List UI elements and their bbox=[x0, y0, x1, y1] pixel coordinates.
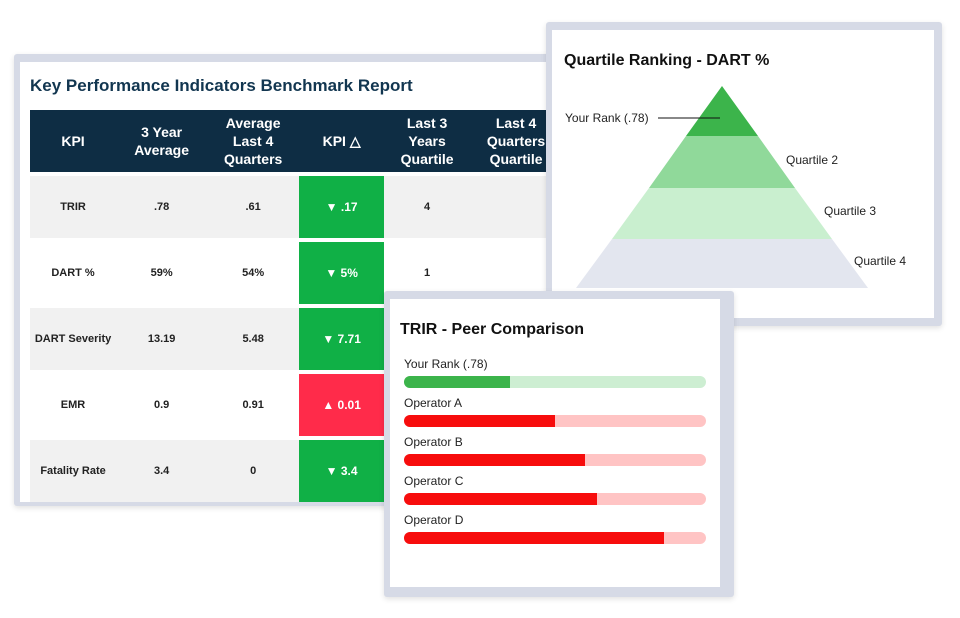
cell-kpi: DART Severity bbox=[30, 304, 117, 370]
kpi-table-header: KPI 3 Year Average Average Last 4 Quarte… bbox=[30, 110, 562, 172]
peer-bar-track bbox=[404, 454, 706, 466]
cell-3yr-avg: 13.19 bbox=[116, 304, 208, 370]
cell-kpi-delta: ▲ 0.01 bbox=[299, 370, 385, 436]
peer-bar-track bbox=[404, 532, 706, 544]
cell-kpi-delta: ▼ 5% bbox=[299, 238, 385, 304]
cell-3yr-avg: 59% bbox=[116, 238, 208, 304]
peer-bar-fill bbox=[404, 415, 555, 427]
peer-bar-fill bbox=[404, 454, 586, 466]
peer-comparison-title: TRIR - Peer Comparison bbox=[400, 321, 585, 338]
cell-3yr-quartile: 4 bbox=[384, 172, 471, 238]
cell-kpi-delta: ▼ 7.71 bbox=[299, 304, 385, 370]
peer-bar-row: Operator B bbox=[404, 435, 706, 466]
peer-bar-row: Your Rank (.78) bbox=[404, 357, 706, 388]
peer-bar-label: Operator B bbox=[404, 435, 463, 449]
cell-last4q-avg: 54% bbox=[207, 238, 300, 304]
peer-comparison-card: TRIR - Peer Comparison Your Rank (.78) Op… bbox=[384, 291, 734, 597]
peer-bar-fill bbox=[404, 493, 598, 505]
pyramid-tier-2 bbox=[649, 136, 795, 188]
cell-kpi: EMR bbox=[30, 370, 117, 436]
cell-last4q-avg: .61 bbox=[207, 172, 300, 238]
quartile-ranking-title: Quartile Ranking - DART % bbox=[564, 52, 770, 69]
cell-kpi: DART % bbox=[30, 238, 117, 304]
peer-bar-track bbox=[404, 415, 706, 427]
peer-bar-row: Operator C bbox=[404, 474, 706, 505]
quartile-pyramid: Your Rank (.78) Quartile 2 Quartile 3 Qu… bbox=[565, 86, 906, 288]
table-row: TRIR .78.61 ▼ .17 4 bbox=[30, 172, 562, 238]
tier-label-quartile-3: Quartile 3 bbox=[824, 204, 876, 218]
peer-bar-label: Operator D bbox=[404, 513, 464, 527]
col-header-kpi: KPI bbox=[30, 110, 117, 172]
peer-bar-track bbox=[404, 493, 706, 505]
rank-label: Your Rank (.78) bbox=[565, 111, 649, 125]
tier-label-quartile-4: Quartile 4 bbox=[854, 254, 906, 268]
cell-last4q-avg: 0 bbox=[207, 436, 300, 502]
cell-last4q-avg: 5.48 bbox=[207, 304, 300, 370]
cell-3yr-avg: 3.4 bbox=[116, 436, 208, 502]
peer-bar-fill bbox=[404, 532, 664, 544]
peer-bar-track bbox=[404, 376, 706, 388]
peer-bar-row: Operator A bbox=[404, 396, 706, 427]
cell-kpi-delta: ▼ .17 bbox=[299, 172, 385, 238]
cell-3yr-avg: .78 bbox=[116, 172, 208, 238]
cell-kpi: TRIR bbox=[30, 172, 117, 238]
quartile-ranking-card: Quartile Ranking - DART % Your Rank (.78… bbox=[546, 22, 942, 326]
col-header-3yr-quartile: Last 3 Years Quartile bbox=[384, 110, 471, 172]
cell-kpi-delta: ▼ 3.4 bbox=[299, 436, 385, 502]
col-header-3yr-avg: 3 Year Average bbox=[116, 110, 208, 172]
pyramid-tier-1 bbox=[686, 86, 758, 136]
cell-3yr-avg: 0.9 bbox=[116, 370, 208, 436]
cell-kpi: Fatality Rate bbox=[30, 436, 117, 502]
peer-comparison-panel: TRIR - Peer Comparison Your Rank (.78) Op… bbox=[390, 299, 720, 587]
peer-bar-label: Your Rank (.78) bbox=[404, 357, 488, 371]
peer-bar-label: Operator A bbox=[404, 396, 463, 410]
tier-label-quartile-2: Quartile 2 bbox=[786, 153, 838, 167]
col-header-last4q-avg: Average Last 4 Quarters bbox=[207, 110, 300, 172]
peer-bar-label: Operator C bbox=[404, 474, 464, 488]
cell-last4q-avg: 0.91 bbox=[207, 370, 300, 436]
peer-bar-row: Operator D bbox=[404, 513, 706, 544]
col-header-kpi-delta: KPI △ bbox=[299, 110, 385, 172]
peer-bar-fill bbox=[404, 376, 510, 388]
pyramid-tier-3 bbox=[612, 188, 832, 239]
pyramid-tier-4 bbox=[576, 239, 868, 288]
quartile-ranking-panel: Quartile Ranking - DART % Your Rank (.78… bbox=[552, 30, 934, 318]
kpi-report-title: Key Performance Indicators Benchmark Rep… bbox=[30, 76, 413, 95]
